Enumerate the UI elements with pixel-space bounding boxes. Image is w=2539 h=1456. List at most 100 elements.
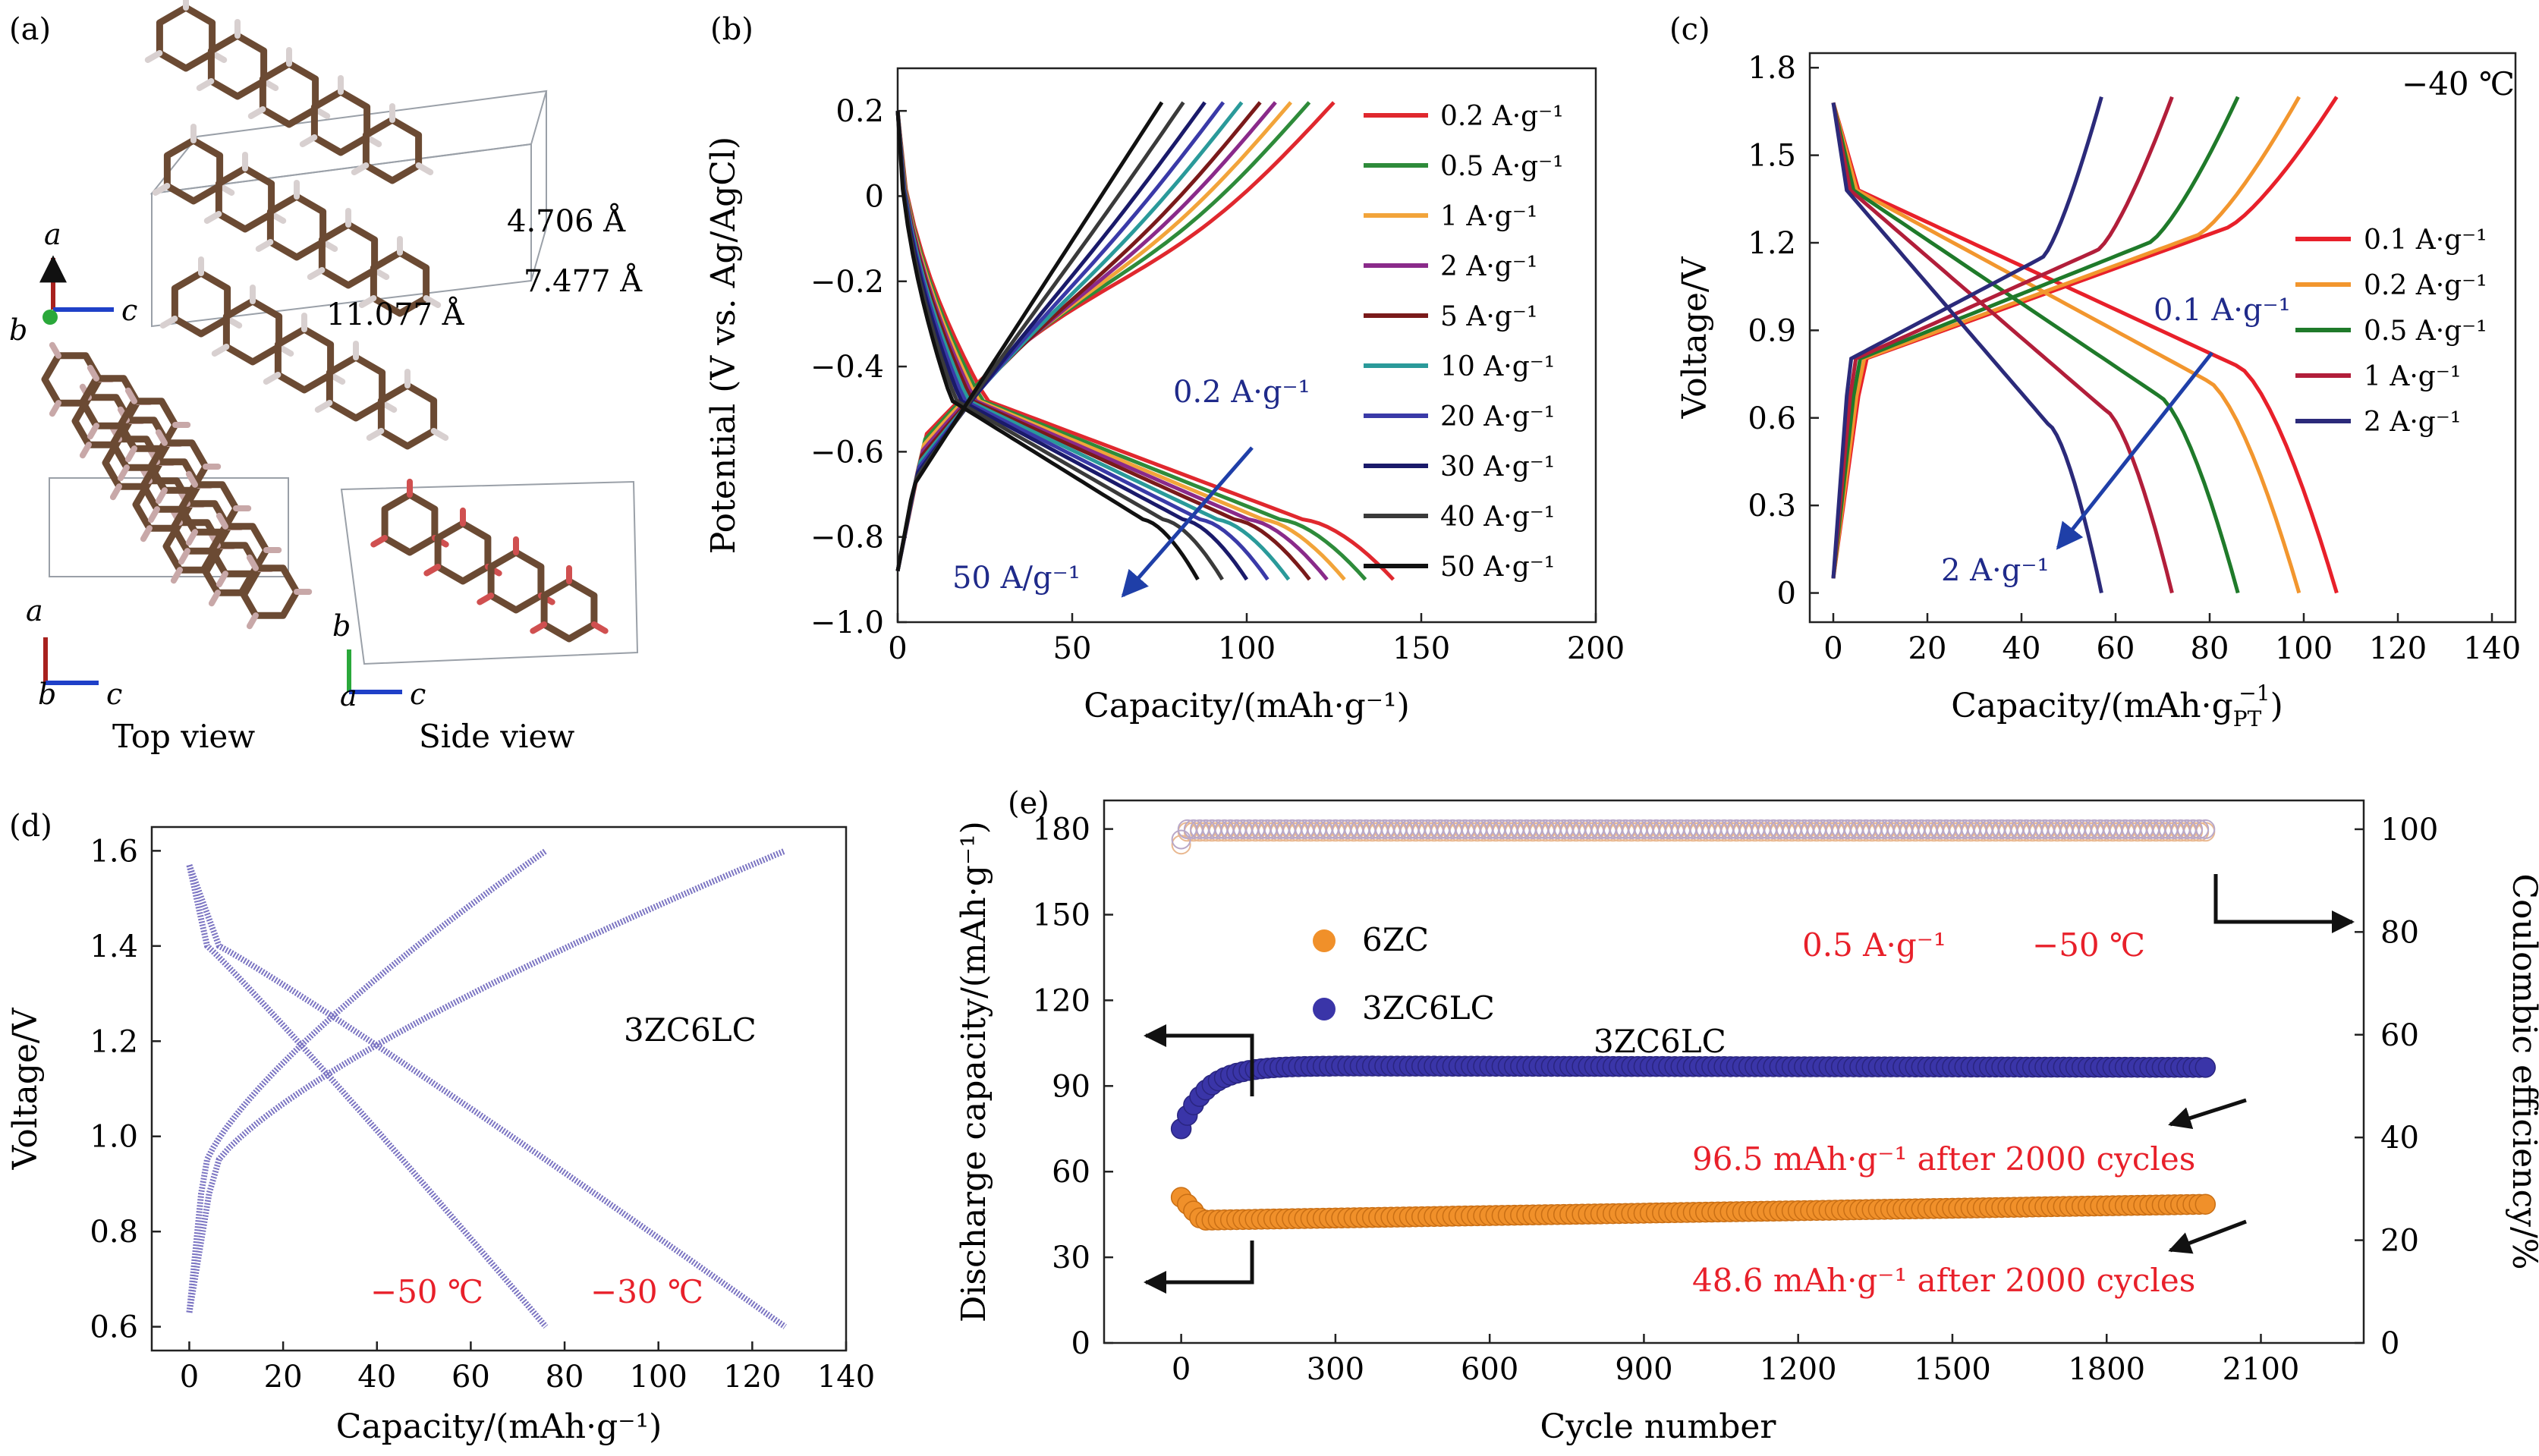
panel-e: (e) 0 300 600 900 1200 1500 1800 21000306090120… xyxy=(955,786,2539,1446)
axis-label-b: b xyxy=(9,313,27,347)
x-tick-label: 40 xyxy=(357,1360,396,1395)
molecule-bond xyxy=(144,50,163,63)
molecule-bond xyxy=(255,239,274,252)
x-tick-label: 140 xyxy=(2463,631,2521,666)
molecule-ring xyxy=(326,354,386,422)
ce-point-3ZC6LC xyxy=(2189,819,2210,839)
plot-area-b: 0 50 100 150 200 −1.0 −0.8 −0.6 −0.4 −0.2 0 0.2 0.2 … xyxy=(704,67,1625,725)
y-tick-label: −0.6 xyxy=(810,435,884,470)
molecule-ring xyxy=(434,520,492,585)
molecule-bond xyxy=(530,621,548,634)
series-line-discharge xyxy=(1831,102,2174,594)
y-tick-label: −1.0 xyxy=(810,605,884,640)
x-tick-label: 140 xyxy=(817,1360,875,1395)
plot-frame xyxy=(1103,799,2365,1344)
y-tick-label: 1.8 xyxy=(1748,51,1796,86)
y-tick-label: 1.2 xyxy=(90,1024,138,1059)
y-right-tick-label: 20 xyxy=(2380,1224,2419,1259)
molecule-bond xyxy=(155,487,168,505)
molecule-ring xyxy=(274,325,335,394)
legend-label: 0.1 A·g⁻¹ xyxy=(2364,225,2487,256)
molecule-bond xyxy=(79,442,92,459)
legend-label: 0.5 A·g⁻¹ xyxy=(1440,151,1564,182)
y-axis-label: Potential (V vs. Ag/AgCl) xyxy=(704,137,743,554)
panel-e-label: (e) xyxy=(1008,786,1049,821)
x-tick-label: 1500 xyxy=(1914,1352,1991,1387)
y-axis-label: Voltage/V xyxy=(1675,256,1714,419)
axis-triad-side: b a c xyxy=(332,609,426,712)
annotation-0.2: 0.2 A·g⁻¹ xyxy=(1173,375,1310,410)
x-axis-label: Capacity/(mAh·gPT−1) xyxy=(1951,681,2283,731)
y-right-tick-label: 0 xyxy=(2380,1326,2399,1361)
x-tick-label: 0 xyxy=(1823,631,1842,666)
annotation-0.1: 0.1 A·g⁻¹ xyxy=(2154,293,2291,328)
molecule-bond xyxy=(358,295,377,308)
series-line-discharge xyxy=(895,111,1224,581)
plot-area-c: 0 20 40 60 80 100 120 140 0 0.3 0.6 0.9 1.2 1.5 1.8 0.1… xyxy=(1675,51,2521,731)
molecule-bond xyxy=(314,400,333,413)
plot-area-d: 0 20 40 60 80 100 120 140 0.6 0.8 1.0 1.2 1.4 1.6 Capa… xyxy=(6,825,875,1446)
molecule-ring xyxy=(310,88,371,156)
molecule-bond xyxy=(351,162,370,175)
y-tick-label: 120 xyxy=(1033,983,1090,1018)
legend-label: 20 A·g⁻¹ xyxy=(1440,401,1555,432)
molecule-ring xyxy=(156,4,216,72)
molecule-bond xyxy=(159,316,178,329)
molecule-bond xyxy=(211,344,230,357)
molecule-bond xyxy=(196,78,215,91)
y-tick-label: 0.9 xyxy=(1748,313,1796,348)
y-tick-label: 180 xyxy=(1033,813,1090,847)
axis-label-a: a xyxy=(340,679,357,712)
y-axis-label: Discharge capacity/(mAh·g⁻¹) xyxy=(955,821,993,1322)
x-tick-label: 0 xyxy=(888,631,907,666)
ce-point-3ZC6LC xyxy=(2195,819,2216,839)
x-tick-label: 900 xyxy=(1615,1352,1672,1387)
axis-triad-main: a b c xyxy=(9,218,137,347)
molecule-bond xyxy=(216,512,228,530)
series-line-discharge xyxy=(1831,102,2339,594)
x-tick-label: 40 xyxy=(2003,631,2041,666)
axis-label-c: c xyxy=(106,678,122,711)
molecule-ring xyxy=(370,249,430,317)
molecule-ring xyxy=(362,116,423,184)
x-tick-label: 60 xyxy=(451,1360,490,1395)
series-line-discharge xyxy=(895,110,1311,581)
molecule-bond xyxy=(247,106,266,119)
molecule-bond xyxy=(246,554,259,571)
x-axis-label: Capacity/(mAh·g⁻¹) xyxy=(1084,687,1410,725)
x-tick-label: 300 xyxy=(1307,1352,1364,1387)
panel-a: (a) 4.706 Å 7.477 Å 11.077 Å a b c a xyxy=(9,0,643,755)
condition-rate: 0.5 A·g⁻¹ xyxy=(1802,926,1946,964)
molecule-bond xyxy=(109,483,122,501)
y-tick-label: −0.4 xyxy=(810,350,884,385)
panel-c-label: (c) xyxy=(1669,12,1710,47)
plot-frame xyxy=(1808,52,2517,624)
y-tick-label: 1.4 xyxy=(90,929,138,964)
series-line-discharge xyxy=(186,863,787,1329)
y-right-tick-label: 40 xyxy=(2380,1121,2419,1156)
y-tick-label: 0.6 xyxy=(90,1310,138,1345)
axis-label-a: a xyxy=(26,594,43,627)
axis-label-c: c xyxy=(121,294,137,327)
molecule-bond xyxy=(124,445,137,463)
molecule-ring xyxy=(540,577,598,643)
x-tick-label: 60 xyxy=(2097,631,2135,666)
rate-arrow-b xyxy=(1121,446,1254,598)
x-tick-label: 1800 xyxy=(2068,1352,2145,1387)
panel-d: (d) 0 20 40 60 80 100 120 140 0.6 0.8 1.0 1.2 1.4 1.6… xyxy=(6,809,875,1446)
sample-label-d: 3ZC6LC xyxy=(624,1011,757,1049)
molecule-bond xyxy=(208,590,221,607)
y-tick-label: −0.2 xyxy=(810,265,884,300)
molecule-ring xyxy=(163,137,224,205)
x-tick-label: 20 xyxy=(1908,631,1947,666)
ce-point-3ZC6LC xyxy=(1171,829,1191,850)
x-tick-label: 0 xyxy=(1172,1352,1191,1387)
molecule-bond xyxy=(49,341,61,359)
y-tick-label: 1.2 xyxy=(1748,226,1796,261)
axis-label-c: c xyxy=(410,678,426,711)
x-tick-label: 100 xyxy=(630,1360,687,1395)
y-tick-label: 1.5 xyxy=(1748,139,1796,174)
lattice-dim-1: 4.706 Å xyxy=(507,203,626,239)
molecule-ring xyxy=(215,165,275,233)
